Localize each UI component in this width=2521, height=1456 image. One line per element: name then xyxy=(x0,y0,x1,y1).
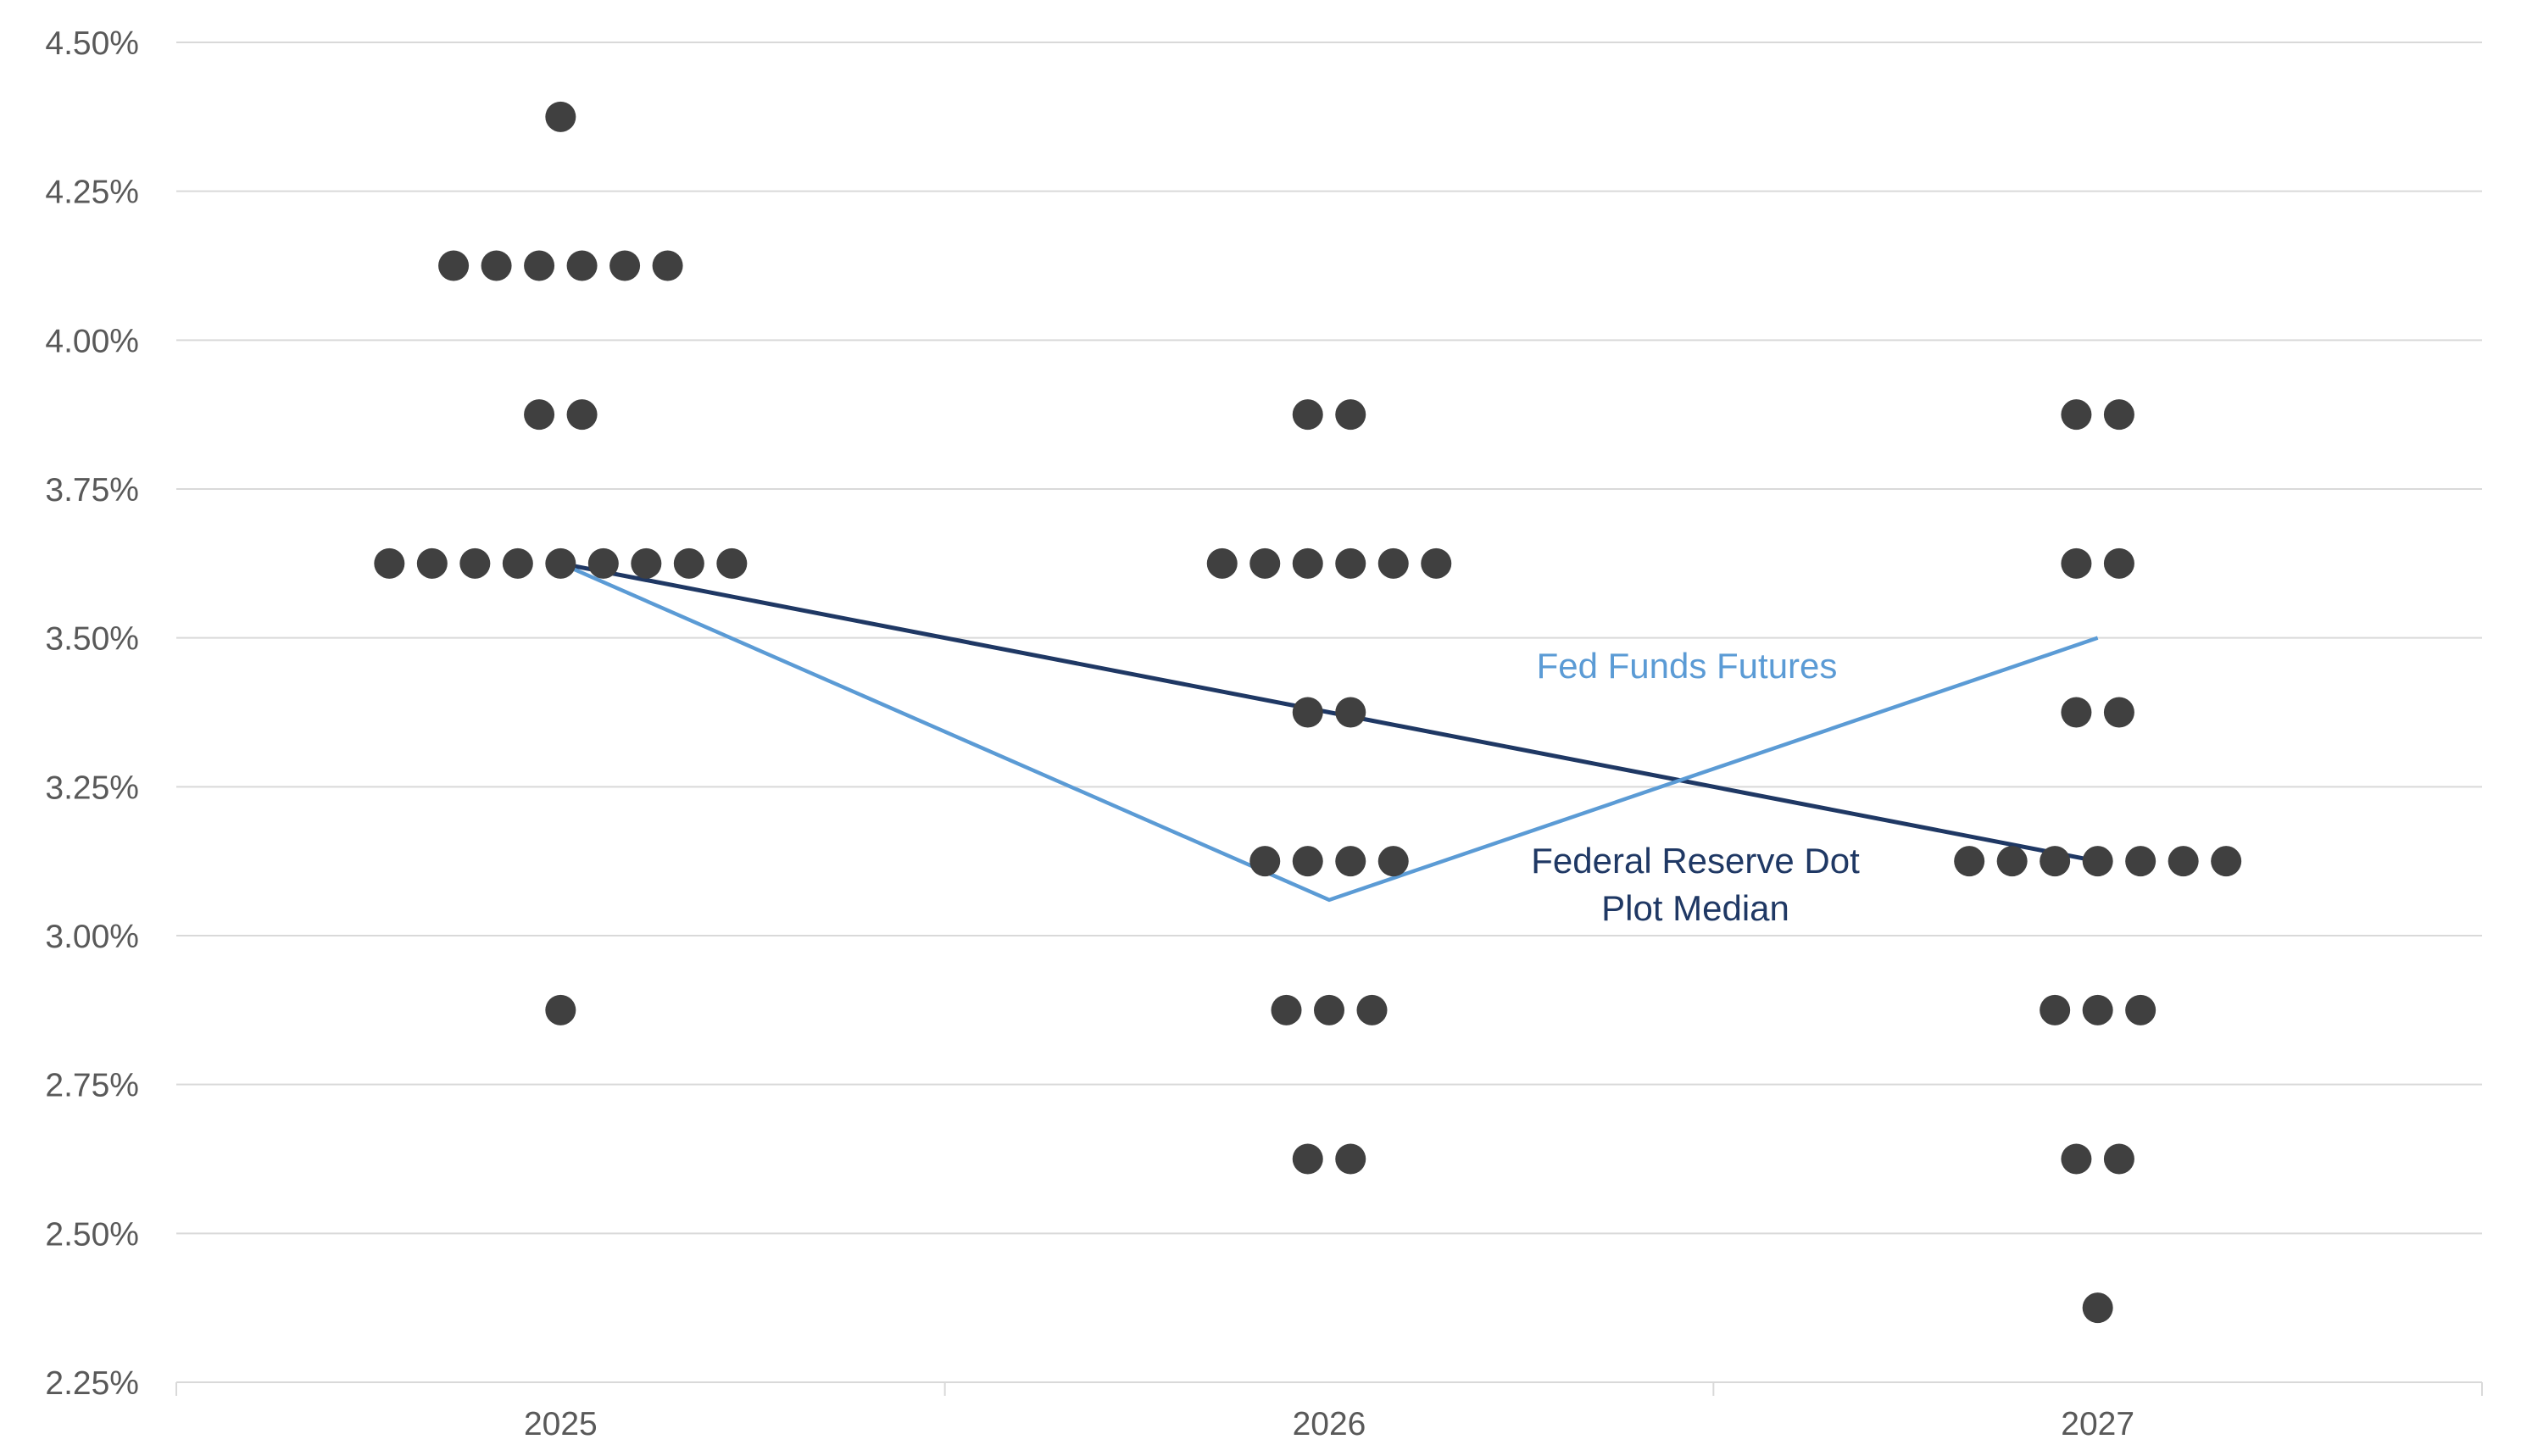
y-tick-label: 4.50% xyxy=(45,25,139,62)
fed-funds-futures-label: Fed Funds Futures xyxy=(1537,646,1838,686)
participant-dot xyxy=(2061,399,2092,431)
participant-dot xyxy=(2040,994,2071,1025)
y-tick-label: 4.25% xyxy=(45,175,139,211)
participant-dot xyxy=(1356,994,1388,1025)
participant-dot xyxy=(524,399,555,431)
participant-dot xyxy=(2082,994,2113,1025)
y-tick-label: 2.25% xyxy=(45,1365,139,1402)
y-tick-label: 3.75% xyxy=(45,472,139,508)
y-tick-label: 3.25% xyxy=(45,770,139,806)
participant-dot xyxy=(1292,846,1323,877)
participant-dot xyxy=(1292,399,1323,431)
participant-dot xyxy=(2211,846,2242,877)
participant-dot xyxy=(2040,846,2071,877)
participant-dot xyxy=(416,547,448,579)
participant-dot xyxy=(673,547,704,579)
gridlines xyxy=(176,42,2482,1235)
participant-dot xyxy=(1335,547,1366,579)
participant-dot xyxy=(1335,1143,1366,1175)
participant-dot xyxy=(566,250,598,281)
participant-dot xyxy=(545,547,576,579)
x-tick-label: 2025 xyxy=(524,1406,598,1442)
series-lines xyxy=(559,561,2099,903)
participant-dot xyxy=(1377,547,1409,579)
x-tick-label: 2027 xyxy=(2061,1406,2134,1442)
series-labels: Fed Funds Futures Federal Reserve Dot Plot… xyxy=(1531,646,1860,928)
participant-dot xyxy=(438,250,470,281)
participant-dot xyxy=(2061,697,2092,728)
participant-dot xyxy=(1314,994,1344,1025)
y-tick-label: 2.75% xyxy=(45,1068,139,1104)
participant-dot xyxy=(2103,697,2134,728)
dot-plot-median-line xyxy=(559,561,2099,864)
participant-dot xyxy=(459,547,491,579)
participant-dot xyxy=(652,250,683,281)
participant-dot xyxy=(1335,399,1366,431)
participant-dot xyxy=(1206,547,1238,579)
participant-dot xyxy=(631,547,662,579)
participant-dot xyxy=(545,101,576,132)
participant-dot xyxy=(2082,846,2113,877)
participant-dot xyxy=(1377,846,1409,877)
participant-dot xyxy=(2103,547,2134,579)
participant-dot xyxy=(1249,547,1281,579)
participant-dot xyxy=(1954,846,1985,877)
participant-dot xyxy=(1292,1143,1323,1175)
x-axis: 2025 2026 2027 xyxy=(175,1381,2483,1442)
participant-dot xyxy=(2082,1292,2113,1324)
participant-dot xyxy=(587,547,619,579)
participant-dot xyxy=(502,547,533,579)
participant-dot xyxy=(1421,547,1452,579)
participant-dot xyxy=(2125,994,2156,1025)
participant-dot xyxy=(374,547,405,579)
participant-dot xyxy=(545,994,576,1025)
participant-dot xyxy=(716,547,748,579)
y-tick-label: 3.50% xyxy=(45,621,139,658)
participant-dot xyxy=(2103,399,2134,431)
dot-plot-dots xyxy=(374,101,2242,1324)
participant-dot xyxy=(1335,846,1366,877)
participant-dot xyxy=(566,399,598,431)
dot-plot-median-label: Federal Reserve Dot Plot Median xyxy=(1531,841,1860,928)
participant-dot xyxy=(481,250,512,281)
participant-dot xyxy=(1292,697,1323,728)
y-tick-label: 2.50% xyxy=(45,1216,139,1253)
participant-dot xyxy=(1335,697,1366,728)
participant-dot xyxy=(2061,547,2092,579)
participant-dot xyxy=(2168,846,2199,877)
participant-dot xyxy=(2125,846,2156,877)
participant-dot xyxy=(2103,1143,2134,1175)
fed-funds-futures-line xyxy=(559,561,2099,903)
participant-dot xyxy=(524,250,555,281)
participant-dot xyxy=(609,250,641,281)
y-axis-tick-labels: 4.50% 4.25% 4.00% 3.75% 3.50% 3.25% 3.00% 2.75%… xyxy=(45,25,139,1402)
y-tick-label: 4.00% xyxy=(45,323,139,359)
participant-dot xyxy=(1271,994,1302,1025)
participant-dot xyxy=(2061,1143,2092,1175)
x-tick-label: 2026 xyxy=(1293,1406,1366,1442)
y-tick-label: 3.00% xyxy=(45,919,139,955)
participant-dot xyxy=(1249,846,1281,877)
participant-dot xyxy=(1292,547,1323,579)
participant-dot xyxy=(1996,846,2028,877)
